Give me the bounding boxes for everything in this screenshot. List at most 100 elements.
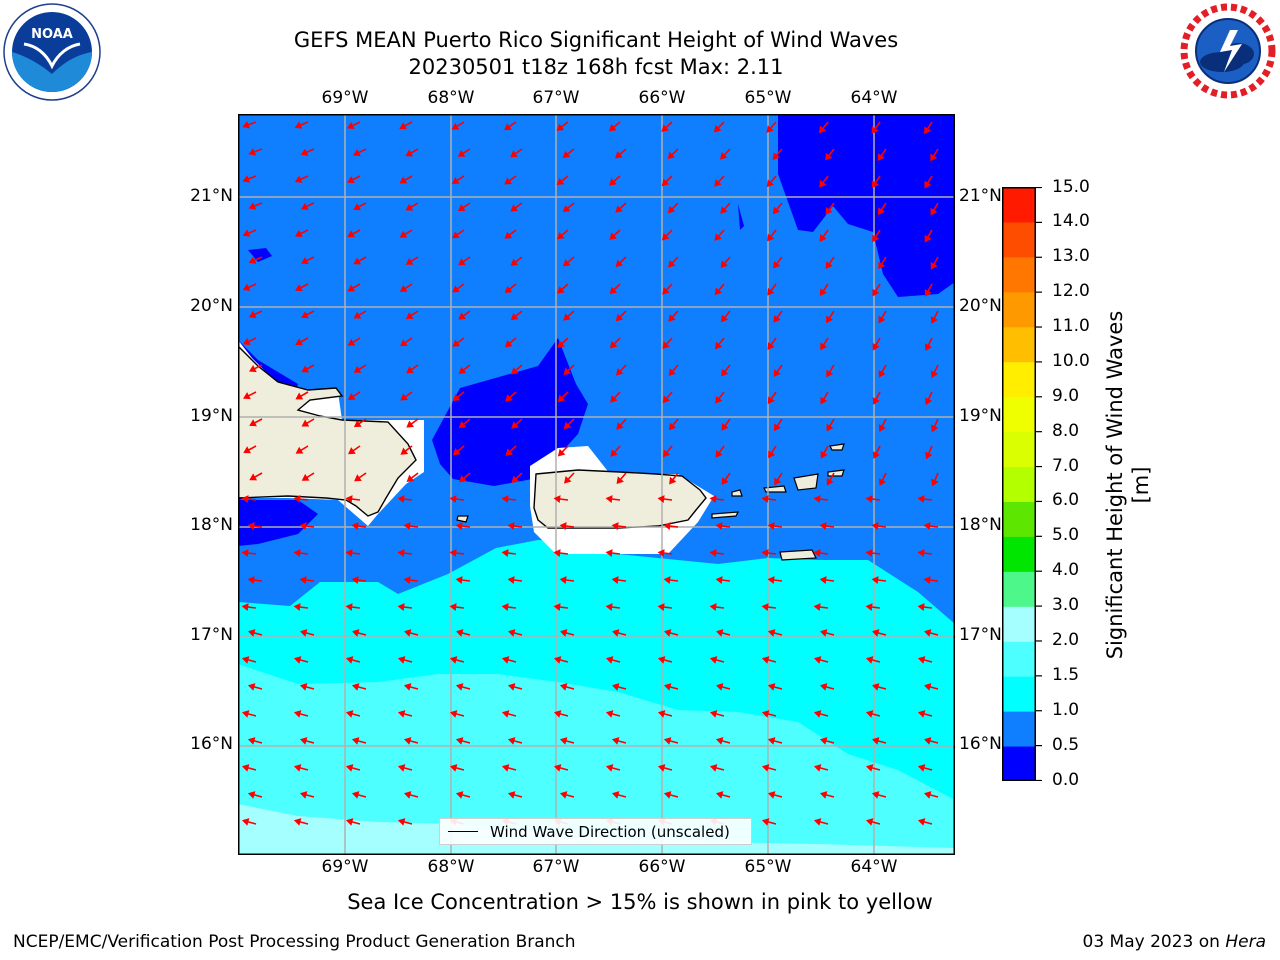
land-st-thomas	[763, 485, 787, 493]
wave-arrow-head	[559, 737, 568, 745]
wave-arrow-head	[611, 737, 620, 745]
wave-arrow-head	[610, 395, 618, 403]
footer-date: 03 May 2023 on Hera	[1083, 932, 1267, 952]
wave-arrow-head	[826, 423, 834, 432]
wave-arrow-head	[923, 629, 932, 637]
wave-arrow-head	[299, 683, 308, 691]
wave-arrow-head	[559, 791, 568, 799]
wave-arrow-head	[616, 476, 624, 485]
lon-label-top-68w: 68°W	[427, 88, 475, 108]
wave-arrow-head	[663, 629, 672, 637]
wave-arrow-head	[293, 710, 302, 718]
wave-arrow-head	[562, 150, 571, 158]
wave-arrow-head	[403, 629, 412, 637]
wave-arrow-head	[865, 495, 873, 503]
wave-field-2p0-3p0	[238, 804, 955, 855]
wave-arrow-head	[709, 549, 717, 557]
wave-arrow-head	[345, 603, 353, 611]
wave-arrow-head	[248, 310, 257, 318]
colorbar-bin	[1002, 396, 1036, 433]
nws-logo	[1180, 3, 1276, 99]
wave-arrow-head	[761, 710, 770, 718]
wave-arrow-head	[397, 818, 406, 826]
wave-arrow-head	[877, 153, 885, 161]
colorbar-tick-label: 11.0	[1052, 316, 1090, 337]
wave-arrow-head	[553, 603, 561, 611]
wave-arrow-head	[247, 629, 256, 637]
wave-arrow-head	[563, 313, 571, 321]
wave-arrow-head	[353, 257, 362, 265]
lat-label-right-17n: 17°N	[959, 625, 1002, 645]
wave-arrow-head	[299, 791, 308, 799]
wave-arrow-head	[351, 791, 360, 799]
wave-arrow-head	[715, 791, 724, 799]
wave-arrow-head	[510, 367, 519, 375]
colorbar-tick-label: 5.0	[1052, 525, 1080, 546]
wave-arrow-head	[399, 284, 408, 292]
colorbar-bin	[1002, 606, 1036, 642]
wave-arrow-head	[720, 260, 728, 269]
wave-arrow-head	[609, 286, 618, 295]
legend-label: Wind Wave Direction (unscaled)	[490, 823, 730, 841]
lon-label-top-64w: 64°W	[850, 88, 898, 108]
wave-arrow-head	[449, 656, 458, 664]
wave-arrow-head	[455, 791, 464, 799]
wave-arrow-head	[559, 576, 567, 584]
wave-arrow-head	[400, 447, 409, 455]
wave-field-low-top	[786, 114, 804, 124]
wave-arrow-head	[553, 656, 562, 664]
wave-arrow-head	[657, 710, 666, 718]
wave-arrow-head	[507, 522, 515, 530]
wave-arrow-head	[721, 477, 729, 485]
wave-arrow-head	[553, 710, 562, 718]
land-st-croix	[779, 549, 817, 561]
wave-arrow-head	[397, 603, 405, 611]
wave-arrow-head	[609, 178, 617, 186]
wave-arrow-head	[825, 315, 833, 324]
lon-label-top-67w: 67°W	[532, 88, 580, 108]
colorbar-bin	[1002, 256, 1036, 293]
wave-arrow-head	[455, 576, 463, 584]
wave-arrow-head	[878, 369, 886, 378]
colorbar-label: Significant Height of Wind Waves [m]	[1103, 310, 1153, 660]
wave-arrow-head	[248, 148, 257, 156]
wave-arrow-head	[616, 368, 624, 376]
wave-arrow-head	[458, 366, 467, 374]
lon-label-top-66w: 66°W	[638, 88, 686, 108]
lat-label-right-19n: 19°N	[959, 406, 1002, 426]
lat-label-left-18n: 18°N	[190, 515, 233, 535]
wave-field-low-mona	[432, 338, 588, 486]
wave-arrow-head	[352, 148, 361, 157]
wave-arrow-head	[872, 397, 880, 405]
wave-arrow-head	[295, 392, 304, 400]
wave-arrow-head	[715, 522, 723, 530]
wave-arrow-head	[353, 311, 362, 319]
wave-arrow-head	[813, 495, 821, 503]
wave-arrow-head	[813, 764, 822, 772]
wave-arrow-head	[458, 475, 467, 483]
wave-arrow-head	[345, 656, 354, 664]
wave-arrow-head	[657, 495, 665, 503]
lat-label-right-20n: 20°N	[959, 296, 1002, 316]
land-bvi	[793, 473, 819, 491]
wave-arrow-head	[662, 449, 671, 458]
wave-arrow-head	[242, 229, 251, 237]
wave-arrow-head	[663, 737, 672, 745]
wave-arrow-head	[241, 603, 249, 611]
wave-arrow-head	[611, 522, 619, 530]
wave-arrow-head	[455, 522, 463, 530]
wave-arrow-head	[663, 522, 671, 530]
wave-arrow-head	[611, 683, 620, 691]
wave-arrow-head	[662, 395, 670, 404]
wave-arrow-head	[293, 603, 301, 611]
wave-arrow-head	[721, 423, 729, 431]
lat-label-right-16n: 16°N	[959, 734, 1002, 754]
wave-field-low-ne	[778, 114, 955, 297]
wave-arrow-head	[657, 656, 666, 664]
wave-arrow-head	[819, 288, 827, 297]
wave-arrow-head	[615, 151, 623, 159]
colorbar-bin	[1002, 676, 1036, 712]
wave-arrow-head	[501, 603, 509, 611]
wave-arrow-head	[611, 791, 620, 799]
colorbar-tick-label: 15.0	[1052, 176, 1090, 197]
